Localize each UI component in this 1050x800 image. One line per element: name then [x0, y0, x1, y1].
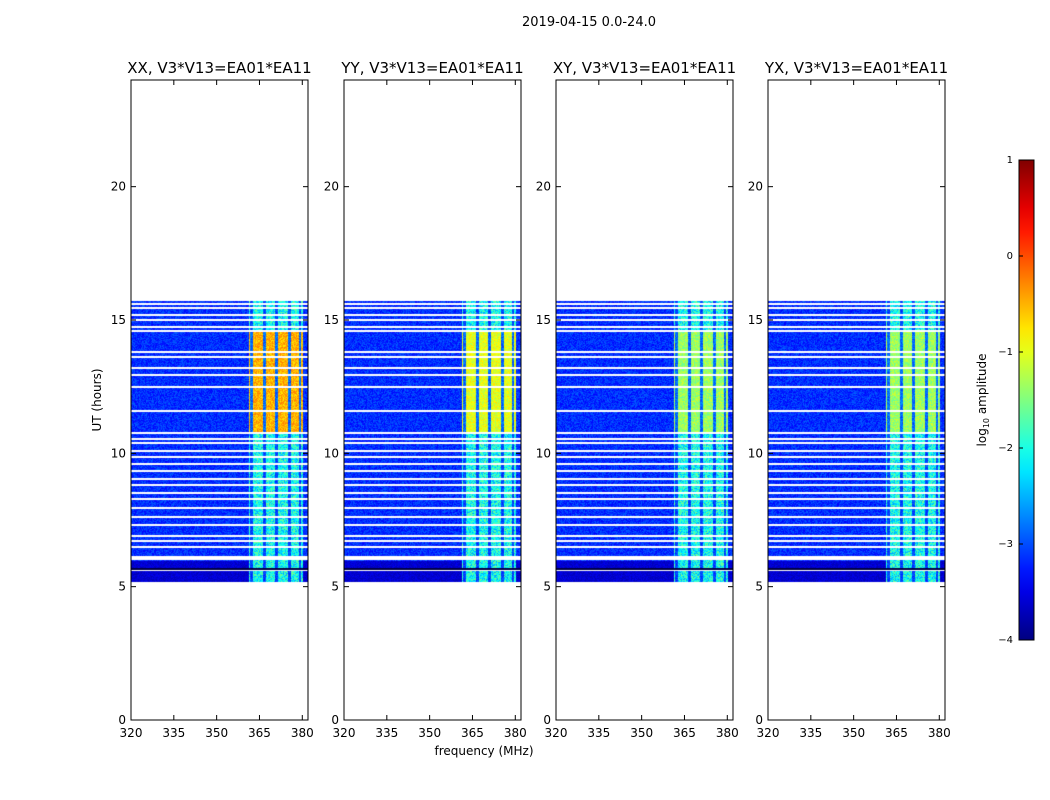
- y-tick-label: 5: [543, 580, 551, 594]
- y-tick-label: 5: [118, 580, 126, 594]
- x-tick-label: 365: [461, 726, 484, 740]
- y-axis-label: UT (hours): [90, 368, 104, 431]
- x-axis-label: frequency (MHz): [434, 744, 533, 758]
- x-tick-label: 350: [630, 726, 653, 740]
- x-tick-label: 335: [375, 726, 398, 740]
- y-tick-label: 0: [331, 713, 339, 727]
- y-tick-label: 10: [324, 446, 339, 460]
- x-tick-label: 365: [248, 726, 271, 740]
- x-tick-label: 320: [545, 726, 568, 740]
- heatmap-raster: [131, 80, 308, 720]
- colorbar-label-base: log: [975, 428, 989, 446]
- heatmap-canvas: [768, 80, 945, 720]
- panel-title: YY, V3*V13=EA01*EA11: [340, 59, 523, 77]
- x-tick-label: 335: [587, 726, 610, 740]
- x-tick-label: 380: [928, 726, 951, 740]
- y-tick-label: 15: [748, 313, 763, 327]
- x-tick-label: 350: [205, 726, 228, 740]
- panel-frame: [767, 79, 946, 721]
- x-tick-label: 350: [418, 726, 441, 740]
- x-tick-label: 365: [885, 726, 908, 740]
- y-tick-label: 15: [536, 313, 551, 327]
- colorbar-label-rest: amplitude: [975, 354, 989, 418]
- x-tick-label: 380: [504, 726, 527, 740]
- y-tick-label: 20: [748, 180, 763, 194]
- heatmap-raster: [556, 80, 733, 720]
- heatmap-canvas: [344, 80, 521, 720]
- y-tick-label: 20: [536, 180, 551, 194]
- heatmap-panels: XX, V3*V13=EA01*EA11 320 335 350 365 380 0 5 10 1…: [111, 59, 951, 740]
- y-tick-label: 20: [324, 180, 339, 194]
- panel-frame: [555, 79, 734, 721]
- y-tick-label: 10: [748, 446, 763, 460]
- y-tick-label: 5: [755, 580, 763, 594]
- colorbar-label-sub: 10: [982, 418, 991, 428]
- x-tick-label: 320: [120, 726, 143, 740]
- x-tick-label: 335: [162, 726, 185, 740]
- x-tick-label: 365: [673, 726, 696, 740]
- heatmap-raster: [768, 80, 945, 720]
- x-tick-label: 380: [291, 726, 314, 740]
- colorbar-tick-label: −4: [998, 635, 1013, 646]
- heatmap-raster: [344, 80, 521, 720]
- y-tick-label: 10: [536, 446, 551, 460]
- y-tick-label: 20: [111, 180, 126, 194]
- panel-frame: [343, 79, 522, 721]
- x-tick-label: 350: [842, 726, 865, 740]
- colorbar-label: log10 amplitude: [975, 354, 991, 447]
- y-tick-label: 0: [118, 713, 126, 727]
- panel-title: XY, V3*V13=EA01*EA11: [553, 59, 736, 77]
- x-tick-label: 335: [799, 726, 822, 740]
- y-tick-label: 10: [111, 446, 126, 460]
- panel-title: XX, V3*V13=EA01*EA11: [127, 59, 311, 77]
- y-tick-label: 0: [755, 713, 763, 727]
- panel-4: YX, V3*V13=EA01*EA11 320 335 350 365 380 0 5 10 1…: [748, 59, 951, 740]
- panel-2: YY, V3*V13=EA01*EA11 320 335 350 365 380 0 5 10 1…: [324, 59, 527, 740]
- x-tick-label: 320: [333, 726, 356, 740]
- panel-title: YX, V3*V13=EA01*EA11: [764, 59, 948, 77]
- panel-1: XX, V3*V13=EA01*EA11 320 335 350 365 380 0 5 10 1…: [111, 59, 314, 740]
- y-tick-label: 15: [111, 313, 126, 327]
- figure-suptitle: 2019-04-15 0.0-24.0: [522, 15, 656, 30]
- colorbar-tick-label: −2: [998, 443, 1013, 454]
- colorbar-tick-label: −3: [998, 539, 1013, 550]
- panel-frame: [130, 79, 309, 721]
- colorbar-gradient: [1018, 159, 1035, 641]
- heatmap-canvas: [131, 80, 308, 720]
- y-tick-label: 5: [331, 580, 339, 594]
- colorbar-tick-label: −1: [998, 347, 1013, 358]
- colorbar-tick-label: 0: [1007, 251, 1013, 262]
- panel-3: XY, V3*V13=EA01*EA11 320 335 350 365 380 0 5 10 1…: [536, 59, 739, 740]
- y-tick-label: 0: [543, 713, 551, 727]
- x-tick-label: 320: [757, 726, 780, 740]
- heatmap-canvas: [556, 80, 733, 720]
- colorbar-tick-label: 1: [1007, 155, 1013, 166]
- x-tick-label: 380: [716, 726, 739, 740]
- y-tick-label: 15: [324, 313, 339, 327]
